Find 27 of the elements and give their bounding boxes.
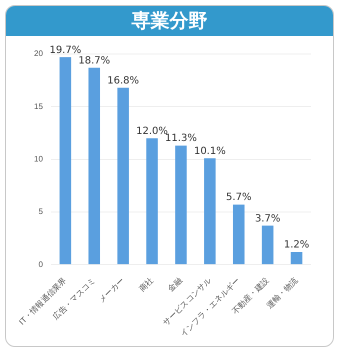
data-label: 16.8% [107,75,140,86]
data-label: 1.2% [284,240,310,251]
y-tick-label: 15 [34,102,44,111]
data-label: 12.0% [136,126,168,137]
x-tick-label: 商社 [137,276,156,294]
data-label: 5.7% [226,192,252,204]
bar [88,68,100,264]
bar [60,57,72,264]
y-tick-label: 10 [34,154,44,164]
bar [290,252,302,264]
y-tick-label: 5 [38,207,44,216]
x-tick-label: 金融 [166,276,184,294]
y-tick-label: 20 [34,49,44,58]
x-tick-label: メーカー [97,276,126,305]
data-label: 19.7% [49,44,82,56]
data-label: 11.3% [165,133,197,144]
bar [262,226,274,264]
data-label: 10.1% [194,146,226,157]
data-label: 18.7% [78,55,110,66]
bar [232,204,245,264]
bar [117,88,129,264]
bar [204,158,216,264]
data-label: 3.7% [254,213,280,224]
chart-title: 専業分野 [6,6,333,36]
bar [146,138,158,264]
bar [175,146,187,264]
y-tick-label: 0 [38,260,44,269]
